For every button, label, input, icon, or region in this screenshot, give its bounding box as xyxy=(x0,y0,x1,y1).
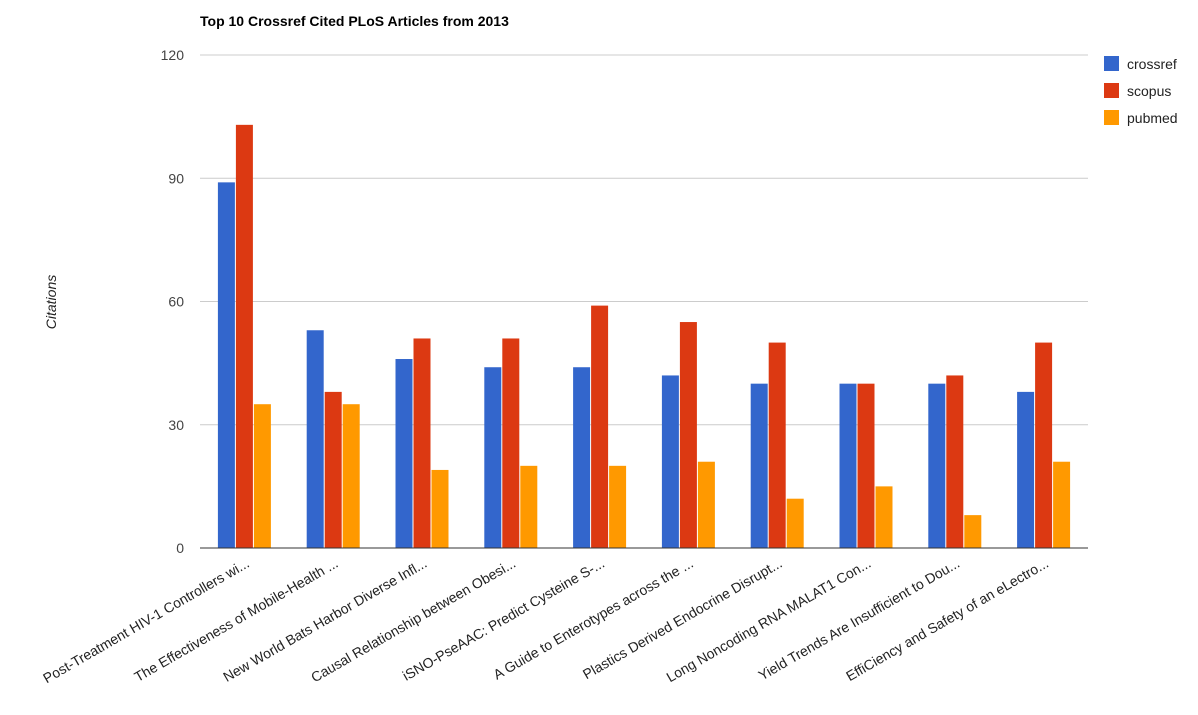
y-tick-label: 120 xyxy=(161,47,185,63)
bar-scopus[interactable] xyxy=(324,391,342,548)
bar-crossref[interactable] xyxy=(395,359,413,548)
y-axis-label: Citations xyxy=(43,275,59,329)
bar-pubmed[interactable] xyxy=(786,498,804,548)
legend[interactable]: crossref scopus pubmed xyxy=(1104,56,1178,126)
bars xyxy=(217,124,1071,548)
legend-swatch-pubmed[interactable] xyxy=(1104,110,1119,125)
bar-scopus[interactable] xyxy=(235,124,253,548)
bar-pubmed[interactable] xyxy=(964,515,982,548)
bar-scopus[interactable] xyxy=(679,322,697,548)
bar-crossref[interactable] xyxy=(750,383,768,548)
bar-pubmed[interactable] xyxy=(431,469,449,548)
bar-crossref[interactable] xyxy=(217,182,235,548)
bar-crossref[interactable] xyxy=(661,375,679,548)
bar-pubmed[interactable] xyxy=(342,404,360,548)
bar-pubmed[interactable] xyxy=(1053,461,1071,548)
bar-pubmed[interactable] xyxy=(253,404,271,548)
gridlines xyxy=(200,54,1088,426)
bar-crossref[interactable] xyxy=(573,367,591,548)
bar-scopus[interactable] xyxy=(1035,342,1053,548)
chart-title: Top 10 Crossref Cited PLoS Articles from… xyxy=(200,13,509,29)
y-tick-label: 0 xyxy=(176,540,184,556)
legend-swatch-crossref[interactable] xyxy=(1104,56,1119,71)
x-axis-ticks: Post-Treatment HIV-1 Controllers wi...Th… xyxy=(40,555,1051,686)
bar-scopus[interactable] xyxy=(946,375,964,548)
bar-scopus[interactable] xyxy=(502,338,520,548)
bar-scopus[interactable] xyxy=(413,338,431,548)
y-axis-ticks: 0 30 60 90 120 xyxy=(161,47,185,556)
legend-label-crossref[interactable]: crossref xyxy=(1127,56,1177,72)
bar-crossref[interactable] xyxy=(1017,391,1035,548)
bar-pubmed[interactable] xyxy=(697,461,715,548)
legend-swatch-scopus[interactable] xyxy=(1104,83,1119,98)
bar-pubmed[interactable] xyxy=(609,465,627,548)
y-tick-label: 90 xyxy=(168,170,184,186)
y-tick-label: 60 xyxy=(168,294,184,310)
bar-crossref[interactable] xyxy=(839,383,857,548)
bar-crossref[interactable] xyxy=(928,383,946,548)
bar-pubmed[interactable] xyxy=(875,486,893,548)
bar-crossref[interactable] xyxy=(484,367,502,548)
legend-label-scopus[interactable]: scopus xyxy=(1127,83,1171,99)
bar-scopus[interactable] xyxy=(857,383,875,548)
bar-scopus[interactable] xyxy=(768,342,786,548)
bar-crossref[interactable] xyxy=(306,330,324,548)
bar-pubmed[interactable] xyxy=(520,465,538,548)
bar-scopus[interactable] xyxy=(591,305,609,548)
legend-label-pubmed[interactable]: pubmed xyxy=(1127,110,1178,126)
y-tick-label: 30 xyxy=(168,417,184,433)
